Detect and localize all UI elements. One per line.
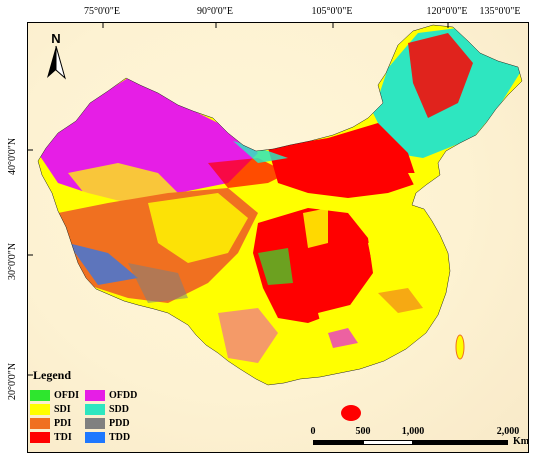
scale-label-500: 500 [355,426,371,437]
legend-swatch [30,431,50,443]
legend-label: OFDD [109,389,138,401]
legend-swatch [30,417,50,429]
scale-label-0: 0 [310,426,316,437]
lon-tick-135: 135°0'0"E [479,6,521,17]
legend-item-tdi: TDI [30,431,72,443]
lon-tick-120: 120°0'0"E [426,6,468,17]
legend-swatch [85,389,105,401]
legend-item-ofdi: OFDI [30,389,79,401]
lat-tick-40: 40°0'0"N [7,137,18,175]
china-drought-map [28,23,523,421]
scale-segment-2 [363,440,413,445]
legend-label: OFDI [54,389,79,401]
legend-label: SDI [54,403,71,415]
legend-label: TDD [109,431,131,443]
scale-segment-3 [413,440,508,445]
legend-item-tdd: TDD [85,431,130,443]
lat-tick-20: 20°0'0"N [7,362,18,400]
legend-label: PDI [54,417,72,429]
legend-title: Legend [33,368,72,382]
map-frame [27,22,529,453]
lon-tick-105: 105°0'0"E [311,6,353,17]
legend-item-pdd: PDD [85,417,130,429]
scale-bar: 0 500 1,000 2,000 [311,426,519,448]
lon-tick-90: 90°0'0"E [197,6,233,17]
scale-unit: Km [513,436,530,447]
scale-label-2000: 2,000 [496,426,520,437]
scale-segment-1 [313,440,363,445]
north-arrow-icon: N [42,31,70,82]
legend-swatch [30,403,50,415]
legend-item-ofdd: OFDD [85,389,137,401]
lon-tick-75: 75°0'0"E [84,6,120,17]
legend-swatch [85,403,105,415]
hainan-island [341,405,361,421]
taiwan-island [455,334,465,360]
legend-label: TDI [54,431,72,443]
lat-tick-30: 30°0'0"N [7,242,18,280]
legend-label: SDD [109,403,130,415]
legend-item-sdd: SDD [85,403,129,415]
scale-label-1000: 1,000 [401,426,425,437]
legend-swatch [85,431,105,443]
legend-item-sdi: SDI [30,403,71,415]
legend-label: PDD [109,417,130,429]
legend-item-pdi: PDI [30,417,71,429]
legend-swatch [30,389,50,401]
north-label: N [51,32,60,46]
legend-swatch [85,417,105,429]
